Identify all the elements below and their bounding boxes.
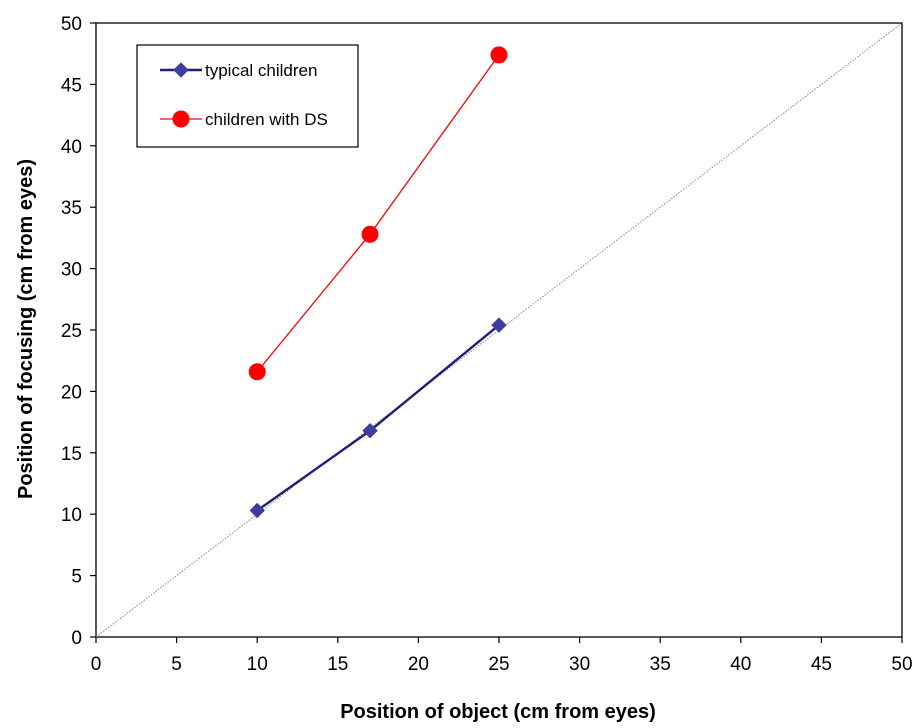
diamond-marker	[362, 422, 378, 439]
x-axis-ticks: 0 5 10 15 20 25 30 35 40 45 50	[91, 637, 913, 675]
diamond-marker	[249, 502, 265, 519]
y-tick-label: 30	[61, 260, 82, 281]
x-tick-label: 25	[488, 654, 509, 675]
y-axis-ticks: 0 5 10 15 20 25 30 35 40 45 50	[61, 14, 96, 649]
legend-circle-marker	[172, 110, 190, 128]
x-tick-label: 50	[891, 654, 912, 675]
x-tick-label: 15	[327, 654, 348, 675]
legend: typical children children with DS	[136, 44, 359, 148]
legend-label: children with DS	[205, 110, 328, 129]
y-tick-label: 10	[61, 505, 82, 526]
x-tick-label: 5	[171, 654, 182, 675]
y-tick-label: 35	[61, 198, 82, 219]
legend-label: typical children	[205, 61, 317, 80]
series-1	[248, 46, 508, 381]
y-tick-label: 5	[71, 567, 82, 588]
x-axis-title: Position of object (cm from eyes)	[340, 701, 656, 723]
y-tick-label: 15	[61, 444, 82, 465]
legend-item: children with DS	[160, 110, 328, 129]
x-tick-label: 20	[408, 654, 429, 675]
y-axis-title: Position of focusing (cm from eyes)	[15, 159, 37, 499]
x-tick-label: 0	[91, 654, 102, 675]
reference-line	[95, 22, 903, 638]
legend-box	[136, 44, 359, 148]
y-tick-label: 0	[71, 628, 82, 649]
y-tick-label: 20	[61, 382, 82, 403]
circle-marker	[248, 363, 266, 381]
legend-diamond-marker	[173, 62, 189, 78]
y-tick-label: 45	[61, 75, 82, 96]
circle-marker	[361, 225, 379, 243]
diamond-marker	[491, 317, 507, 333]
x-tick-label: 30	[569, 654, 590, 675]
y-tick-label: 40	[61, 137, 82, 158]
y-tick-label: 25	[61, 321, 82, 342]
series-0	[249, 317, 507, 519]
x-tick-label: 40	[730, 654, 751, 675]
x-tick-label: 10	[247, 654, 268, 675]
x-tick-label: 45	[811, 654, 832, 675]
y-tick-label: 50	[61, 14, 82, 35]
x-tick-label: 35	[650, 654, 671, 675]
legend-item: typical children	[160, 61, 317, 80]
reference-diagonal-line	[95, 22, 903, 638]
circle-marker	[490, 46, 508, 64]
series-layer	[248, 46, 508, 519]
